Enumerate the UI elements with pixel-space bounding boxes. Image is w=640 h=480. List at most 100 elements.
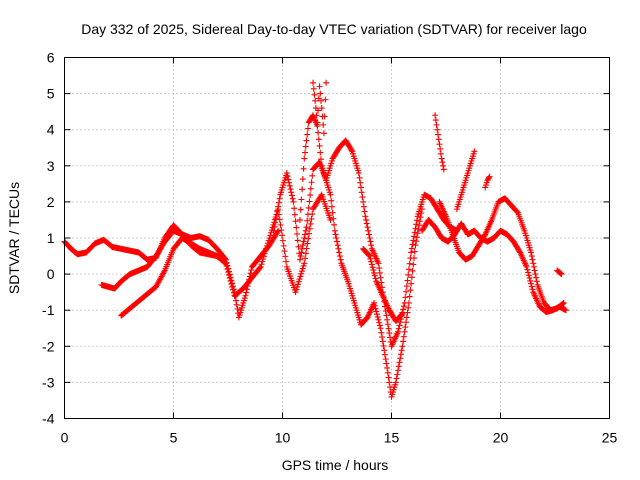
data-point (355, 170, 362, 177)
data-point (299, 245, 306, 252)
data-point (528, 283, 535, 290)
series-arc-5 (296, 112, 426, 400)
data-point (276, 216, 283, 223)
data-point (299, 242, 306, 249)
data-point (316, 83, 323, 90)
data-point (229, 283, 236, 290)
data-point (266, 235, 273, 241)
data-point (298, 270, 305, 277)
data-point (439, 159, 446, 166)
data-point (301, 155, 308, 162)
data-point (367, 238, 374, 245)
data-point (304, 217, 311, 224)
data-point (400, 333, 407, 340)
data-point (360, 203, 367, 210)
data-point (302, 231, 309, 238)
x-tick-label: 10 (275, 430, 291, 446)
data-point (306, 225, 313, 232)
data-point (532, 271, 539, 278)
data-point (337, 256, 344, 263)
data-point (402, 294, 409, 301)
x-tick-label: 0 (61, 430, 69, 446)
data-point (371, 299, 378, 306)
data-point (366, 235, 373, 241)
data-point (371, 272, 378, 279)
data-point (373, 308, 380, 315)
data-point (299, 176, 306, 183)
data-point (304, 125, 311, 132)
series-arc-7 (360, 245, 406, 325)
data-point (297, 273, 304, 280)
data-point (408, 280, 415, 287)
data-point (307, 192, 314, 199)
data-point (366, 253, 373, 260)
data-point (302, 250, 309, 257)
data-point (248, 267, 255, 274)
data-point (396, 322, 403, 329)
data-point (369, 264, 376, 271)
data-point (262, 248, 269, 255)
data-point (335, 245, 342, 252)
data-point (400, 306, 407, 313)
data-point (261, 250, 268, 257)
data-point (432, 112, 439, 119)
data-point (384, 321, 391, 328)
data-point (401, 328, 408, 335)
data-point (523, 263, 530, 270)
data-point (411, 229, 418, 236)
data-point (274, 229, 281, 236)
data-point (294, 237, 301, 244)
data-point (359, 194, 366, 201)
data-point (417, 214, 424, 221)
data-point (304, 240, 311, 247)
data-point (242, 292, 249, 299)
data-point (385, 325, 392, 332)
chart-title: Day 332 of 2025, Sidereal Day-to-day VTE… (81, 21, 587, 37)
data-point (233, 301, 240, 308)
data-point (300, 165, 307, 172)
data-point (332, 231, 339, 238)
data-point (264, 242, 271, 249)
data-point (229, 286, 236, 293)
data-point (362, 213, 369, 220)
data-point (224, 266, 231, 273)
data-point (297, 206, 304, 213)
data-point (307, 185, 314, 192)
data-point (318, 105, 325, 112)
data-point (440, 166, 447, 173)
data-point (408, 274, 415, 281)
x-tick-label: 15 (384, 430, 400, 446)
series-arc-9 (436, 195, 567, 314)
data-point (317, 90, 324, 97)
data-point (291, 205, 298, 212)
data-point (363, 220, 370, 227)
data-point (378, 329, 385, 336)
y-tick-label: -2 (42, 338, 55, 354)
data-point (309, 172, 316, 179)
data-point (398, 347, 405, 354)
data-point (405, 271, 412, 278)
data-point (376, 322, 383, 329)
data-point (405, 304, 412, 311)
data-point (411, 248, 418, 255)
data-point (368, 258, 375, 265)
data-point (379, 334, 386, 341)
data-point (299, 265, 306, 272)
points-layer (61, 79, 569, 400)
data-point (386, 330, 393, 337)
data-point (225, 269, 232, 276)
data-point (471, 148, 478, 155)
data-point (317, 149, 324, 156)
data-point (434, 126, 441, 133)
data-point (294, 283, 301, 290)
data-point (291, 211, 298, 218)
data-point (383, 360, 390, 367)
data-point (289, 195, 296, 202)
data-point (274, 207, 281, 214)
data-point (308, 215, 315, 222)
data-point (315, 136, 322, 143)
data-point (385, 374, 392, 381)
data-point (305, 235, 312, 242)
data-point (371, 302, 378, 309)
